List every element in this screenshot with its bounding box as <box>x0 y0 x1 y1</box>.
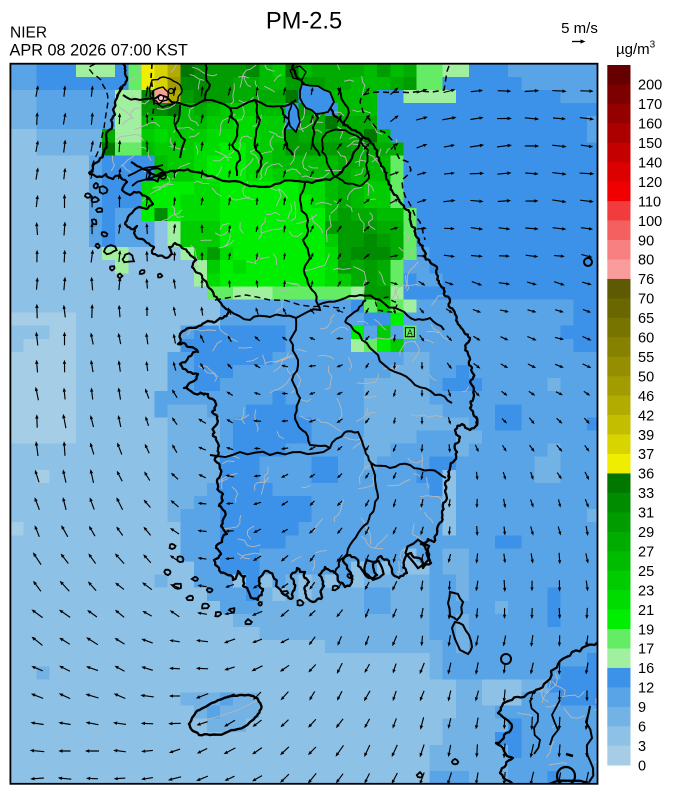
svg-text:31: 31 <box>638 506 654 522</box>
svg-text:120: 120 <box>638 175 662 191</box>
svg-text:5 m/s: 5 m/s <box>561 20 598 37</box>
svg-text:9: 9 <box>638 700 646 716</box>
svg-text:PM-2.5: PM-2.5 <box>266 8 342 34</box>
svg-text:0: 0 <box>638 758 646 774</box>
svg-text:36: 36 <box>638 467 654 483</box>
svg-text:21: 21 <box>638 603 654 619</box>
svg-text:27: 27 <box>638 544 654 560</box>
svg-text:80: 80 <box>638 253 654 269</box>
svg-text:23: 23 <box>638 583 654 599</box>
svg-text:16: 16 <box>638 661 654 677</box>
svg-text:25: 25 <box>638 564 654 580</box>
svg-text:APR 08 2026 07:00 KST: APR 08 2026 07:00 KST <box>10 42 188 60</box>
svg-text:70: 70 <box>638 292 654 308</box>
svg-text:50: 50 <box>638 369 654 385</box>
svg-text:12: 12 <box>638 681 654 697</box>
svg-text:37: 37 <box>638 447 654 463</box>
svg-text:60: 60 <box>638 331 654 347</box>
svg-text:140: 140 <box>638 155 662 171</box>
svg-text:150: 150 <box>638 136 662 152</box>
svg-text:39: 39 <box>638 428 654 444</box>
svg-text:200: 200 <box>638 78 662 94</box>
svg-text:76: 76 <box>638 272 654 288</box>
svg-text:160: 160 <box>638 117 662 133</box>
svg-text:33: 33 <box>638 486 654 502</box>
svg-text:100: 100 <box>638 214 662 230</box>
svg-text:55: 55 <box>638 350 654 366</box>
svg-text:29: 29 <box>638 525 654 541</box>
svg-text:170: 170 <box>638 97 662 113</box>
svg-text:µg/m3: µg/m3 <box>616 40 656 59</box>
svg-text:65: 65 <box>638 311 654 327</box>
svg-text:17: 17 <box>638 642 654 658</box>
svg-text:19: 19 <box>638 622 654 638</box>
svg-text:46: 46 <box>638 389 654 405</box>
svg-text:3: 3 <box>638 739 646 755</box>
svg-text:6: 6 <box>638 720 646 736</box>
svg-text:42: 42 <box>638 408 654 424</box>
svg-text:NIER: NIER <box>10 25 47 42</box>
svg-text:90: 90 <box>638 233 654 249</box>
svg-text:A: A <box>407 329 413 338</box>
svg-text:110: 110 <box>638 194 661 210</box>
